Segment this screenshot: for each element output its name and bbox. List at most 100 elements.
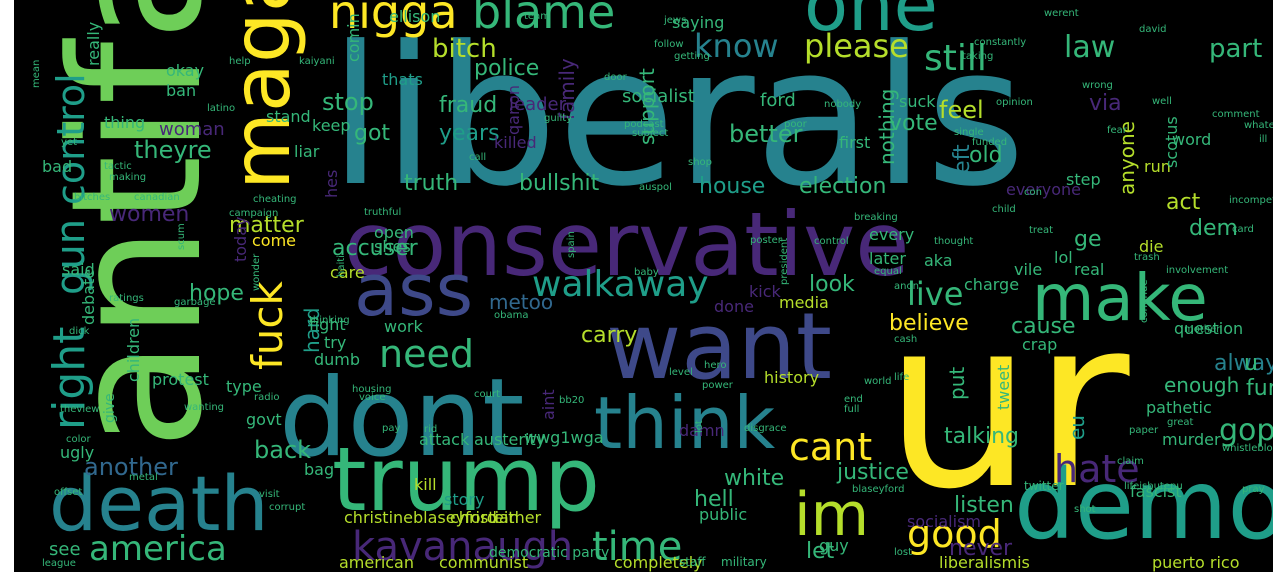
word-claim-246: claim (1117, 456, 1144, 467)
word-accuser-50: accuser (332, 236, 419, 261)
word-kick-137: kick (749, 282, 782, 301)
word-poor-208: poor (784, 119, 808, 130)
word-lot-241: lot (694, 420, 705, 433)
word-think-10: think (594, 381, 776, 465)
word-kaiyani-257: kaiyani (299, 56, 335, 67)
word-story-76: story (444, 490, 484, 509)
word-later-129: later (869, 249, 906, 268)
word-ugly-158: ugly (60, 443, 94, 462)
word-die-88: die (1139, 237, 1163, 256)
word-life-178: life (894, 372, 909, 383)
word-thought-222: thought (934, 236, 973, 247)
word-hate-28: hate (1054, 447, 1140, 491)
word-run-89: run (1144, 157, 1171, 176)
word-guilty-205: guilty (544, 113, 572, 124)
word-killed-114: killed (494, 133, 537, 152)
word-eu-77: eu (1065, 415, 1089, 440)
word-pathetic-148: pathetic (1146, 398, 1212, 417)
word-said-125: said (62, 260, 95, 279)
word-wonder-260: wonder (251, 253, 262, 291)
word-christineblaseyford-72: christineblaseyford (344, 508, 497, 527)
word-cash-173: cash (894, 334, 917, 345)
word-suck-117: suck (899, 92, 936, 111)
word-opinion-209: opinion (996, 97, 1033, 108)
word-woman-101: woman (159, 119, 225, 140)
word-subject-204: subject (632, 128, 668, 139)
word-election-46: election (799, 174, 886, 199)
word-control-19: control (49, 73, 93, 205)
word-involvement-172: involvement (1166, 265, 1228, 276)
word-tweet-145: tweet (994, 365, 1013, 410)
word-see-66: see (49, 539, 81, 560)
word-pay-237: pay (382, 423, 400, 434)
word-better-37: better (729, 120, 803, 148)
word-truth-43: truth (404, 171, 458, 196)
word-bag-152: bag (304, 460, 334, 479)
word-metoo-54: metoo (489, 290, 553, 314)
word-president-194: president (779, 238, 790, 285)
word-hes-162: hes (322, 170, 341, 198)
word-whistleblowers-243: whistleblowers (1222, 443, 1273, 454)
word-years-40: years (439, 121, 500, 146)
word-liar-112: liar (294, 142, 320, 161)
word-help-256: help (229, 56, 251, 67)
word-twitter-170: twitter (1024, 479, 1064, 493)
word-back-58: back (254, 436, 311, 464)
word-another-59: another (84, 453, 178, 481)
word-canadian-191: canadian (134, 192, 180, 203)
word-justice-61: justice (836, 460, 909, 485)
word-blaseyford-171: blaseyford (852, 484, 904, 495)
word-got-41: got (354, 121, 390, 146)
word-court-232: court (474, 389, 500, 400)
word-funded-207: funded (972, 137, 1007, 148)
word-making-188: making (109, 172, 146, 183)
word-shot-251: shot (1074, 504, 1096, 515)
word-democ-8: democ (1014, 449, 1273, 561)
word-end-174: end (844, 394, 863, 405)
word-stand-106: stand (266, 107, 311, 126)
word-protest-142: protest (152, 370, 209, 389)
word-support-96: support (635, 68, 659, 145)
word-constantly-218: constantly (974, 37, 1026, 48)
word-well-266: well (1152, 96, 1172, 107)
word-truthful-199: truthful (364, 207, 401, 218)
word-try-140: try (324, 333, 346, 352)
word-type-143: type (226, 377, 262, 396)
word-vote-90: vote (889, 111, 938, 136)
word-carry-55: carry (581, 323, 637, 348)
word-power-231: power (702, 380, 734, 391)
word-always-81: always (1214, 351, 1273, 376)
word-single-206: single (954, 127, 984, 138)
word-done-136: done (714, 297, 754, 316)
word-shop-201: shop (688, 157, 712, 168)
word-white-60: white (724, 466, 784, 491)
word-via-91: via (1089, 91, 1122, 116)
word-corrupt-250: corrupt (269, 502, 305, 513)
word-im-14: im (794, 480, 869, 550)
word-bullshit-44: bullshit (519, 171, 600, 196)
word-trash-253: trash (1134, 252, 1160, 263)
word-ill-264: ill (1259, 134, 1267, 145)
word-real-134: real (1074, 260, 1104, 279)
word-really-104: really (84, 22, 103, 66)
word-history-144: history (764, 368, 819, 387)
word-cause-57: cause (1011, 314, 1076, 339)
cloud-background (14, 0, 1273, 572)
word-murder-149: murder (1162, 430, 1221, 449)
word-keep-113: keep (312, 116, 351, 135)
word-vile-133: vile (1014, 260, 1042, 279)
word-trump-5: trump (332, 428, 600, 531)
word-right-17: right (44, 327, 95, 430)
word-completely-69: completely (614, 553, 703, 572)
word-liberalismis-71: liberalismis (939, 553, 1030, 572)
word-first-116: first (839, 133, 870, 152)
word-today-123: today (231, 217, 250, 263)
word-con-225: con (1024, 187, 1042, 198)
word-puerto-rico-70: puerto rico (1152, 553, 1239, 572)
word-breaking-195: breaking (854, 212, 898, 223)
word-thing-110: thing (104, 113, 145, 132)
word-gun-18: gun (48, 219, 94, 295)
word-team-217: team (524, 11, 550, 22)
word-gop-82: gop (1219, 413, 1273, 448)
